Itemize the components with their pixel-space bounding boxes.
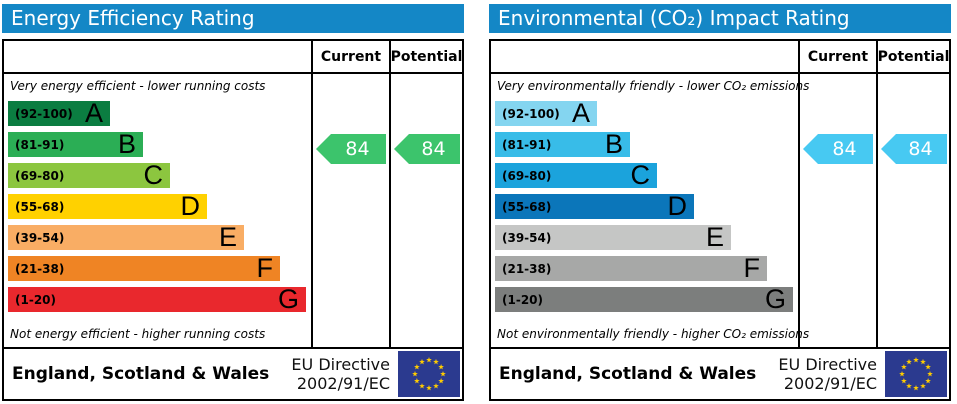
band-range-label: (69-80) [15, 168, 65, 183]
potential-rating-arrow: 84 [394, 134, 460, 164]
band-letter: B [604, 129, 623, 159]
current-rating-arrow: 84 [316, 134, 386, 164]
band-letter: G [764, 284, 786, 314]
rating-band-f: (21-38) F [8, 253, 280, 283]
band-range-label: (39-54) [15, 230, 65, 245]
potential-column-header: Potential [877, 48, 950, 65]
header-row-divider [489, 72, 951, 74]
band-range-label: (81-91) [502, 137, 552, 152]
band-range-label: (21-38) [502, 261, 552, 276]
rating-scale: (92-100) A (81-91) B (69-80) C (55-68) D… [8, 98, 306, 318]
environmental-impact-panel: Environmental (CO₂) Impact Rating Curren… [489, 0, 951, 404]
potential-column-header: Potential [390, 48, 463, 65]
eu-flag-icon [885, 351, 947, 397]
band-letter: E [218, 222, 237, 252]
rating-band-d: (55-68) D [8, 191, 207, 221]
column-divider [389, 39, 391, 349]
current-column-header: Current [807, 48, 869, 65]
band-range-label: (39-54) [502, 230, 552, 245]
band-letter: C [143, 160, 164, 190]
current-rating-value: 84 [345, 138, 370, 160]
bottom-note: Not environmentally friendly - higher CO… [497, 327, 810, 341]
energy-efficiency-panel: Energy Efficiency Rating Current Potenti… [2, 0, 464, 404]
eu-directive-label: EU Directive 2002/91/EC [778, 355, 877, 393]
current-rating-value: 84 [832, 138, 857, 160]
band-range-label: (69-80) [502, 168, 552, 183]
band-range-label: (92-100) [15, 106, 73, 121]
band-letter: B [117, 129, 136, 159]
band-letter: A [84, 98, 103, 128]
rating-band-f: (21-38) F [495, 253, 767, 283]
rating-band-b: (81-91) B [8, 129, 143, 159]
region-label: England, Scotland & Wales [12, 364, 270, 384]
band-range-label: (1-20) [502, 292, 543, 307]
footer: England, Scotland & Wales EU Directive 2… [2, 347, 464, 401]
bottom-note: Not energy efficient - higher running co… [10, 327, 266, 341]
rating-band-e: (39-54) E [8, 222, 244, 252]
panel-title: Energy Efficiency Rating [2, 4, 464, 33]
band-range-label: (21-38) [15, 261, 65, 276]
column-divider [876, 39, 878, 349]
eu-flag-icon [398, 351, 460, 397]
current-column-header: Current [320, 48, 382, 65]
band-range-label: (81-91) [15, 137, 65, 152]
current-rating-arrow: 84 [803, 134, 873, 164]
band-letter: E [705, 222, 724, 252]
band-letter: D [180, 191, 201, 221]
rating-band-g: (1-20) G [495, 284, 793, 314]
band-letter: A [571, 98, 590, 128]
rating-band-b: (81-91) B [495, 129, 630, 159]
column-divider [798, 39, 800, 349]
band-range-label: (55-68) [15, 199, 65, 214]
band-letter: D [667, 191, 688, 221]
rating-band-a: (92-100) A [8, 98, 110, 128]
rating-scale: (92-100) A (81-91) B (69-80) C (55-68) D… [495, 98, 793, 318]
potential-rating-value: 84 [421, 138, 446, 160]
rating-band-c: (69-80) C [8, 160, 170, 190]
top-note: Very energy efficient - lower running co… [10, 79, 266, 93]
rating-band-e: (39-54) E [495, 222, 731, 252]
band-range-label: (1-20) [15, 292, 56, 307]
potential-rating-arrow: 84 [881, 134, 947, 164]
region-label: England, Scotland & Wales [499, 364, 757, 384]
rating-band-d: (55-68) D [495, 191, 694, 221]
panel-title: Environmental (CO₂) Impact Rating [489, 4, 951, 33]
band-range-label: (55-68) [502, 199, 552, 214]
header-row-divider [2, 72, 464, 74]
band-letter: F [743, 253, 761, 283]
footer: England, Scotland & Wales EU Directive 2… [489, 347, 951, 401]
top-note: Very environmentally friendly - lower CO… [497, 79, 810, 93]
eu-directive-label: EU Directive 2002/91/EC [291, 355, 390, 393]
rating-band-a: (92-100) A [495, 98, 597, 128]
column-divider [311, 39, 313, 349]
band-letter: C [630, 160, 651, 190]
band-letter: G [277, 284, 299, 314]
rating-band-g: (1-20) G [8, 284, 306, 314]
potential-rating-value: 84 [908, 138, 933, 160]
band-range-label: (92-100) [502, 106, 560, 121]
rating-band-c: (69-80) C [495, 160, 657, 190]
band-letter: F [256, 253, 274, 283]
